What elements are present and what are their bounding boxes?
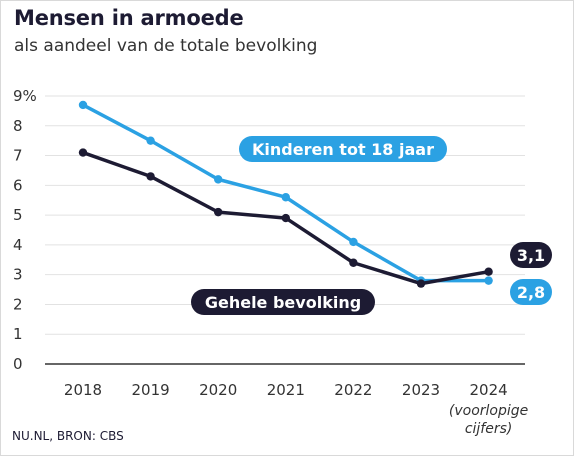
y-tick-label: 2 (13, 295, 23, 313)
x-note-label: (voorlopige (449, 403, 528, 419)
y-tick-label: 6 (13, 176, 23, 194)
legend-label-bevolking: Gehele bevolking (205, 293, 361, 312)
end-value-kinderen-bg (510, 279, 552, 305)
x-tick-label: 2018 (64, 381, 102, 399)
data-point-bevolking (146, 172, 155, 181)
data-point-bevolking (349, 258, 358, 267)
x-note-label: cijfers) (465, 421, 513, 437)
x-tick-label: 2023 (402, 381, 440, 399)
y-tick-label: 7 (13, 147, 23, 165)
data-point-kinderen (349, 237, 358, 247)
y-tick-label: 0 (13, 355, 23, 373)
x-tick-label: 2019 (132, 381, 170, 399)
x-tick-label: 2021 (267, 381, 305, 399)
data-point-bevolking (484, 267, 493, 276)
data-point-kinderen (484, 276, 493, 285)
data-point-bevolking (416, 279, 426, 288)
y-tick-label: 9% (13, 87, 37, 105)
data-point-bevolking (78, 148, 88, 157)
data-point-kinderen (214, 175, 223, 184)
data-point-kinderen (146, 136, 155, 145)
legend-label-kinderen: Kinderen tot 18 jaar (252, 140, 434, 159)
source-note: NU.NL, BRON: CBS (12, 429, 124, 443)
data-point-bevolking (281, 213, 290, 223)
y-tick-label: 8 (13, 117, 23, 135)
x-tick-label: 2024 (470, 381, 508, 399)
y-tick-label: 1 (13, 325, 23, 343)
series-line-kinderen (81, 103, 491, 283)
end-value-kinderen: 2,8 (517, 283, 545, 302)
y-tick-label: 3 (13, 266, 23, 284)
data-point-bevolking (214, 207, 223, 217)
legend-label-bevolking-bg (191, 289, 375, 315)
y-tick-label: 4 (13, 236, 23, 254)
y-tick-label: 5 (13, 206, 23, 224)
legend-label-kinderen-bg (239, 136, 447, 162)
chart-title: Mensen in armoede (14, 6, 244, 30)
chart-subtitle: als aandeel van de totale bevolking (14, 36, 318, 56)
data-point-kinderen (78, 100, 88, 110)
end-value-bevolking: 3,1 (517, 246, 545, 265)
end-value-bevolking-bg (510, 242, 552, 268)
data-point-kinderen (281, 193, 290, 202)
x-tick-label: 2022 (334, 381, 372, 399)
x-tick-label: 2020 (199, 381, 237, 399)
